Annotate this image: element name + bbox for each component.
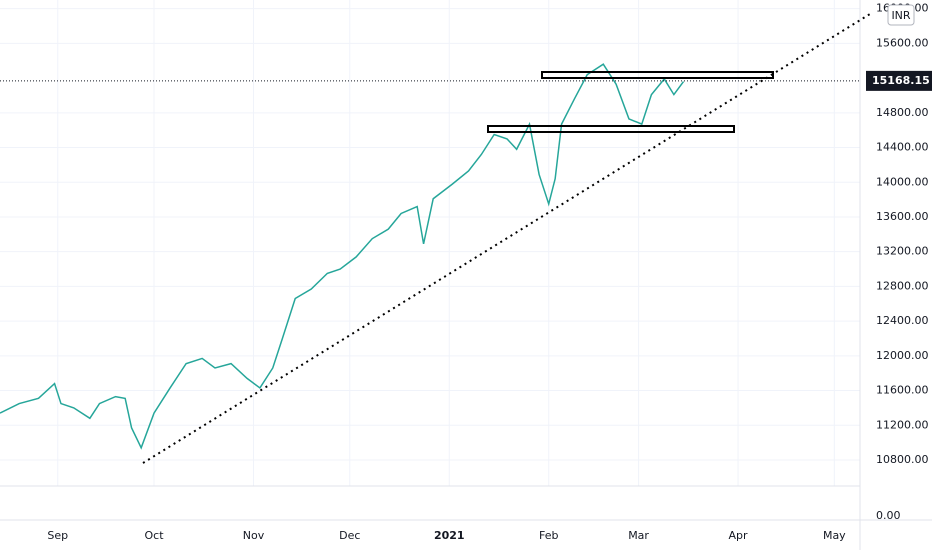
x-tick-label: Dec: [339, 529, 360, 542]
x-tick-label: Mar: [628, 529, 649, 542]
x-tick-label: Apr: [729, 529, 749, 542]
trend-line: [142, 13, 871, 464]
currency-label: INR: [891, 9, 910, 22]
x-tick-label: 2021: [434, 529, 465, 542]
y-tick-label: 11600.00: [876, 384, 929, 397]
y-tick-label: 14800.00: [876, 106, 929, 119]
y-tick-label: 14000.00: [876, 175, 929, 188]
last-price-box: [866, 70, 932, 91]
x-tick-label: Feb: [539, 529, 558, 542]
y-tick-label: 15600.00: [876, 36, 929, 49]
price-line: [0, 63, 685, 450]
y-tick-label: 12800.00: [876, 279, 929, 292]
y-tick-label: 12000.00: [876, 349, 929, 362]
volume-pane-label: 0.00: [876, 509, 901, 522]
support-zone: [487, 125, 735, 133]
x-tick-label: May: [823, 529, 846, 542]
y-tick-label: 11200.00: [876, 418, 929, 431]
currency-badge: INR: [887, 4, 915, 26]
x-tick-label: Oct: [145, 529, 165, 542]
resistance-zone: [541, 71, 774, 79]
y-tick-label: 13600.00: [876, 210, 929, 223]
currency-box: [887, 4, 915, 26]
y-tick-label: 13200.00: [876, 245, 929, 258]
y-tick-label: 10800.00: [876, 453, 929, 466]
last-price-label: 15168.15: [872, 74, 930, 87]
x-tick-label: Sep: [47, 529, 68, 542]
y-tick-label: 14400.00: [876, 141, 929, 154]
x-tick-label: Nov: [243, 529, 265, 542]
y-tick-label: 12400.00: [876, 314, 929, 327]
